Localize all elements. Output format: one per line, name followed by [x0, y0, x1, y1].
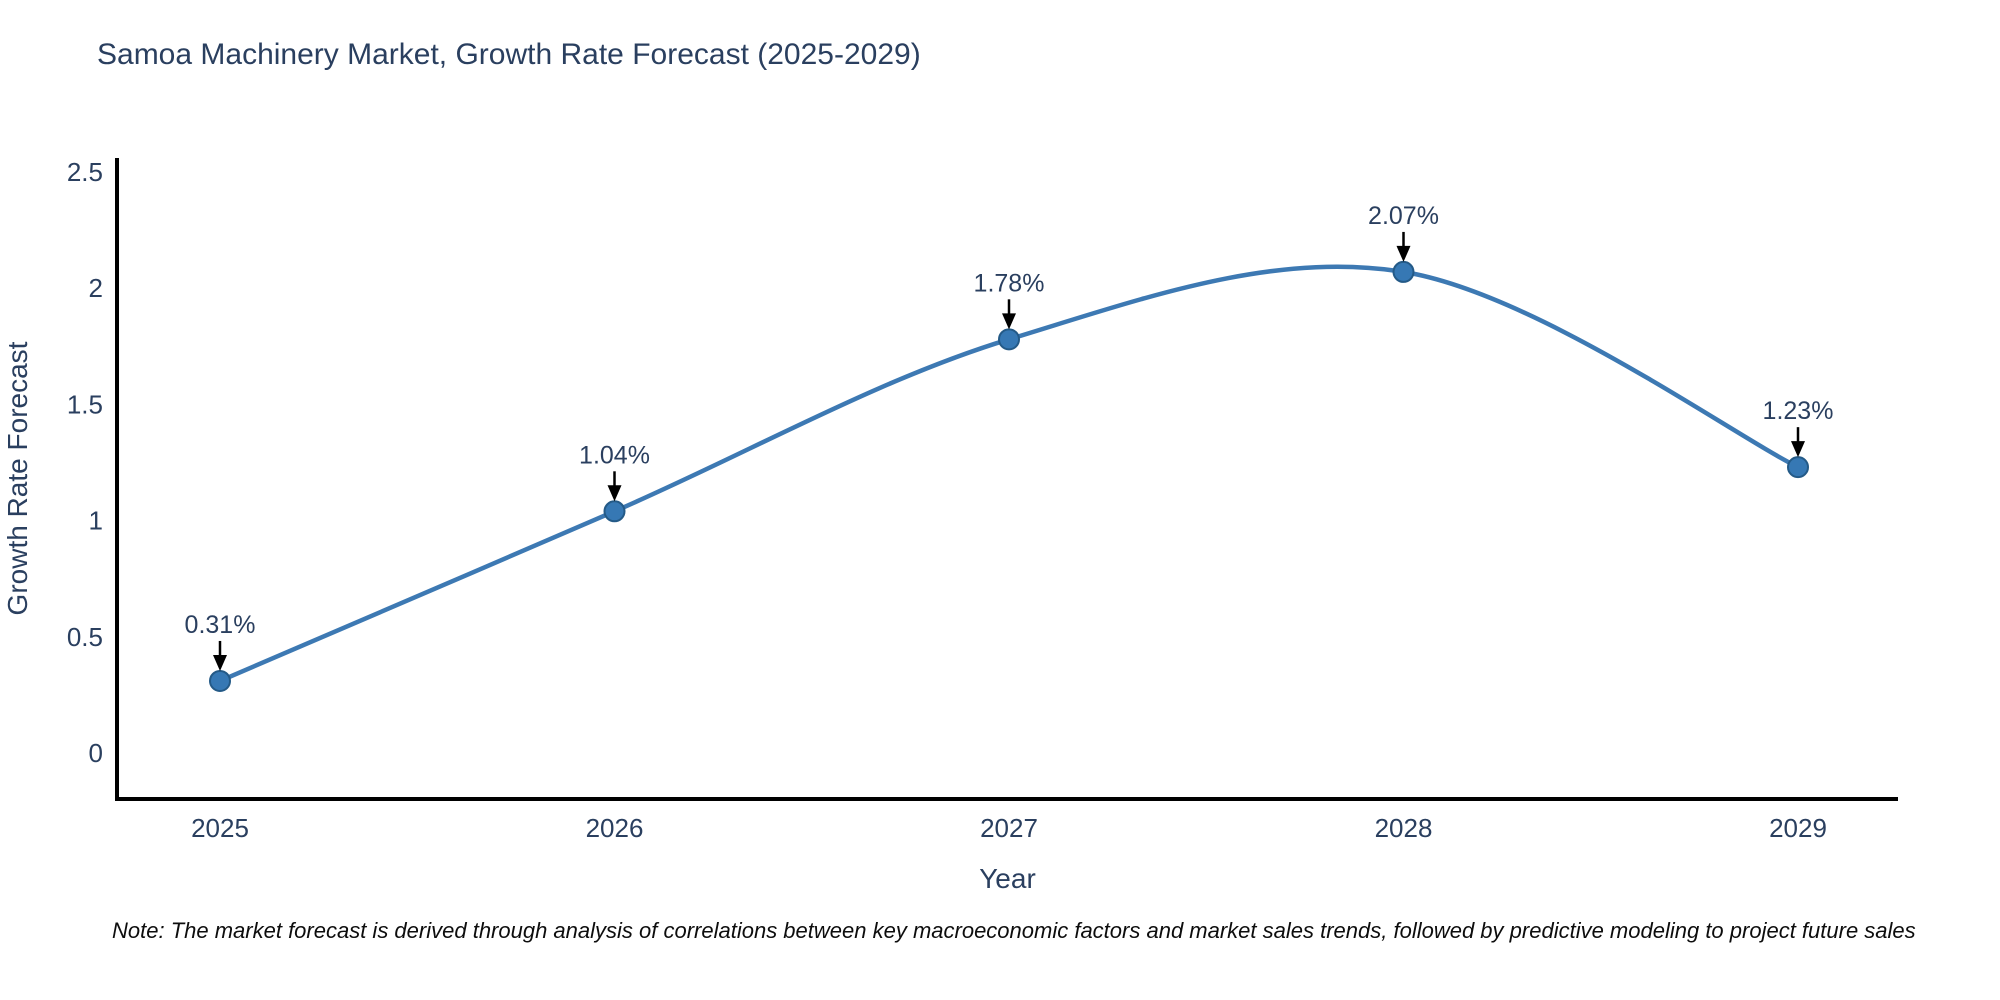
data-point-2029[interactable] — [1787, 456, 1809, 479]
annotation-arrow-head-icon — [1396, 245, 1411, 262]
data-point-2025[interactable] — [209, 669, 231, 692]
annotation-arrow-head-icon — [607, 485, 622, 502]
y-tick-label: 1 — [89, 506, 103, 536]
y-tick-label: 2.5 — [67, 157, 103, 187]
point-value-label: 1.78% — [974, 269, 1045, 297]
point-value-label: 2.07% — [1368, 202, 1439, 230]
data-point-2027[interactable] — [998, 328, 1020, 351]
data-point-2026[interactable] — [603, 500, 626, 523]
annotation-arrow-head-icon — [213, 654, 227, 671]
y-tick-label: 2 — [89, 273, 103, 303]
footnote: Note: The market forecast is derived thr… — [112, 918, 1916, 943]
point-value-label: 0.31% — [185, 611, 256, 639]
annotation-arrow-head-icon — [1791, 441, 1805, 458]
y-axis-title: Growth Rate Forecast — [2, 341, 33, 615]
x-tick-label: 2029 — [1769, 813, 1827, 843]
chart-title: Samoa Machinery Market, Growth Rate Fore… — [97, 38, 921, 71]
y-tick-label: 0.5 — [67, 622, 103, 652]
x-tick-label: 2025 — [191, 813, 249, 843]
annotation-arrow-head-icon — [1002, 313, 1016, 330]
x-tick-label: 2026 — [586, 813, 644, 843]
x-tick-label: 2028 — [1375, 813, 1433, 843]
y-tick-label: 0 — [89, 738, 103, 768]
x-tick-label: 2027 — [980, 813, 1038, 843]
y-tick-label: 1.5 — [67, 389, 103, 419]
data-point-2028[interactable] — [1392, 260, 1415, 283]
point-value-label: 1.04% — [579, 441, 650, 469]
point-value-label: 1.23% — [1763, 397, 1834, 425]
x-axis-title: Year — [979, 863, 1036, 894]
